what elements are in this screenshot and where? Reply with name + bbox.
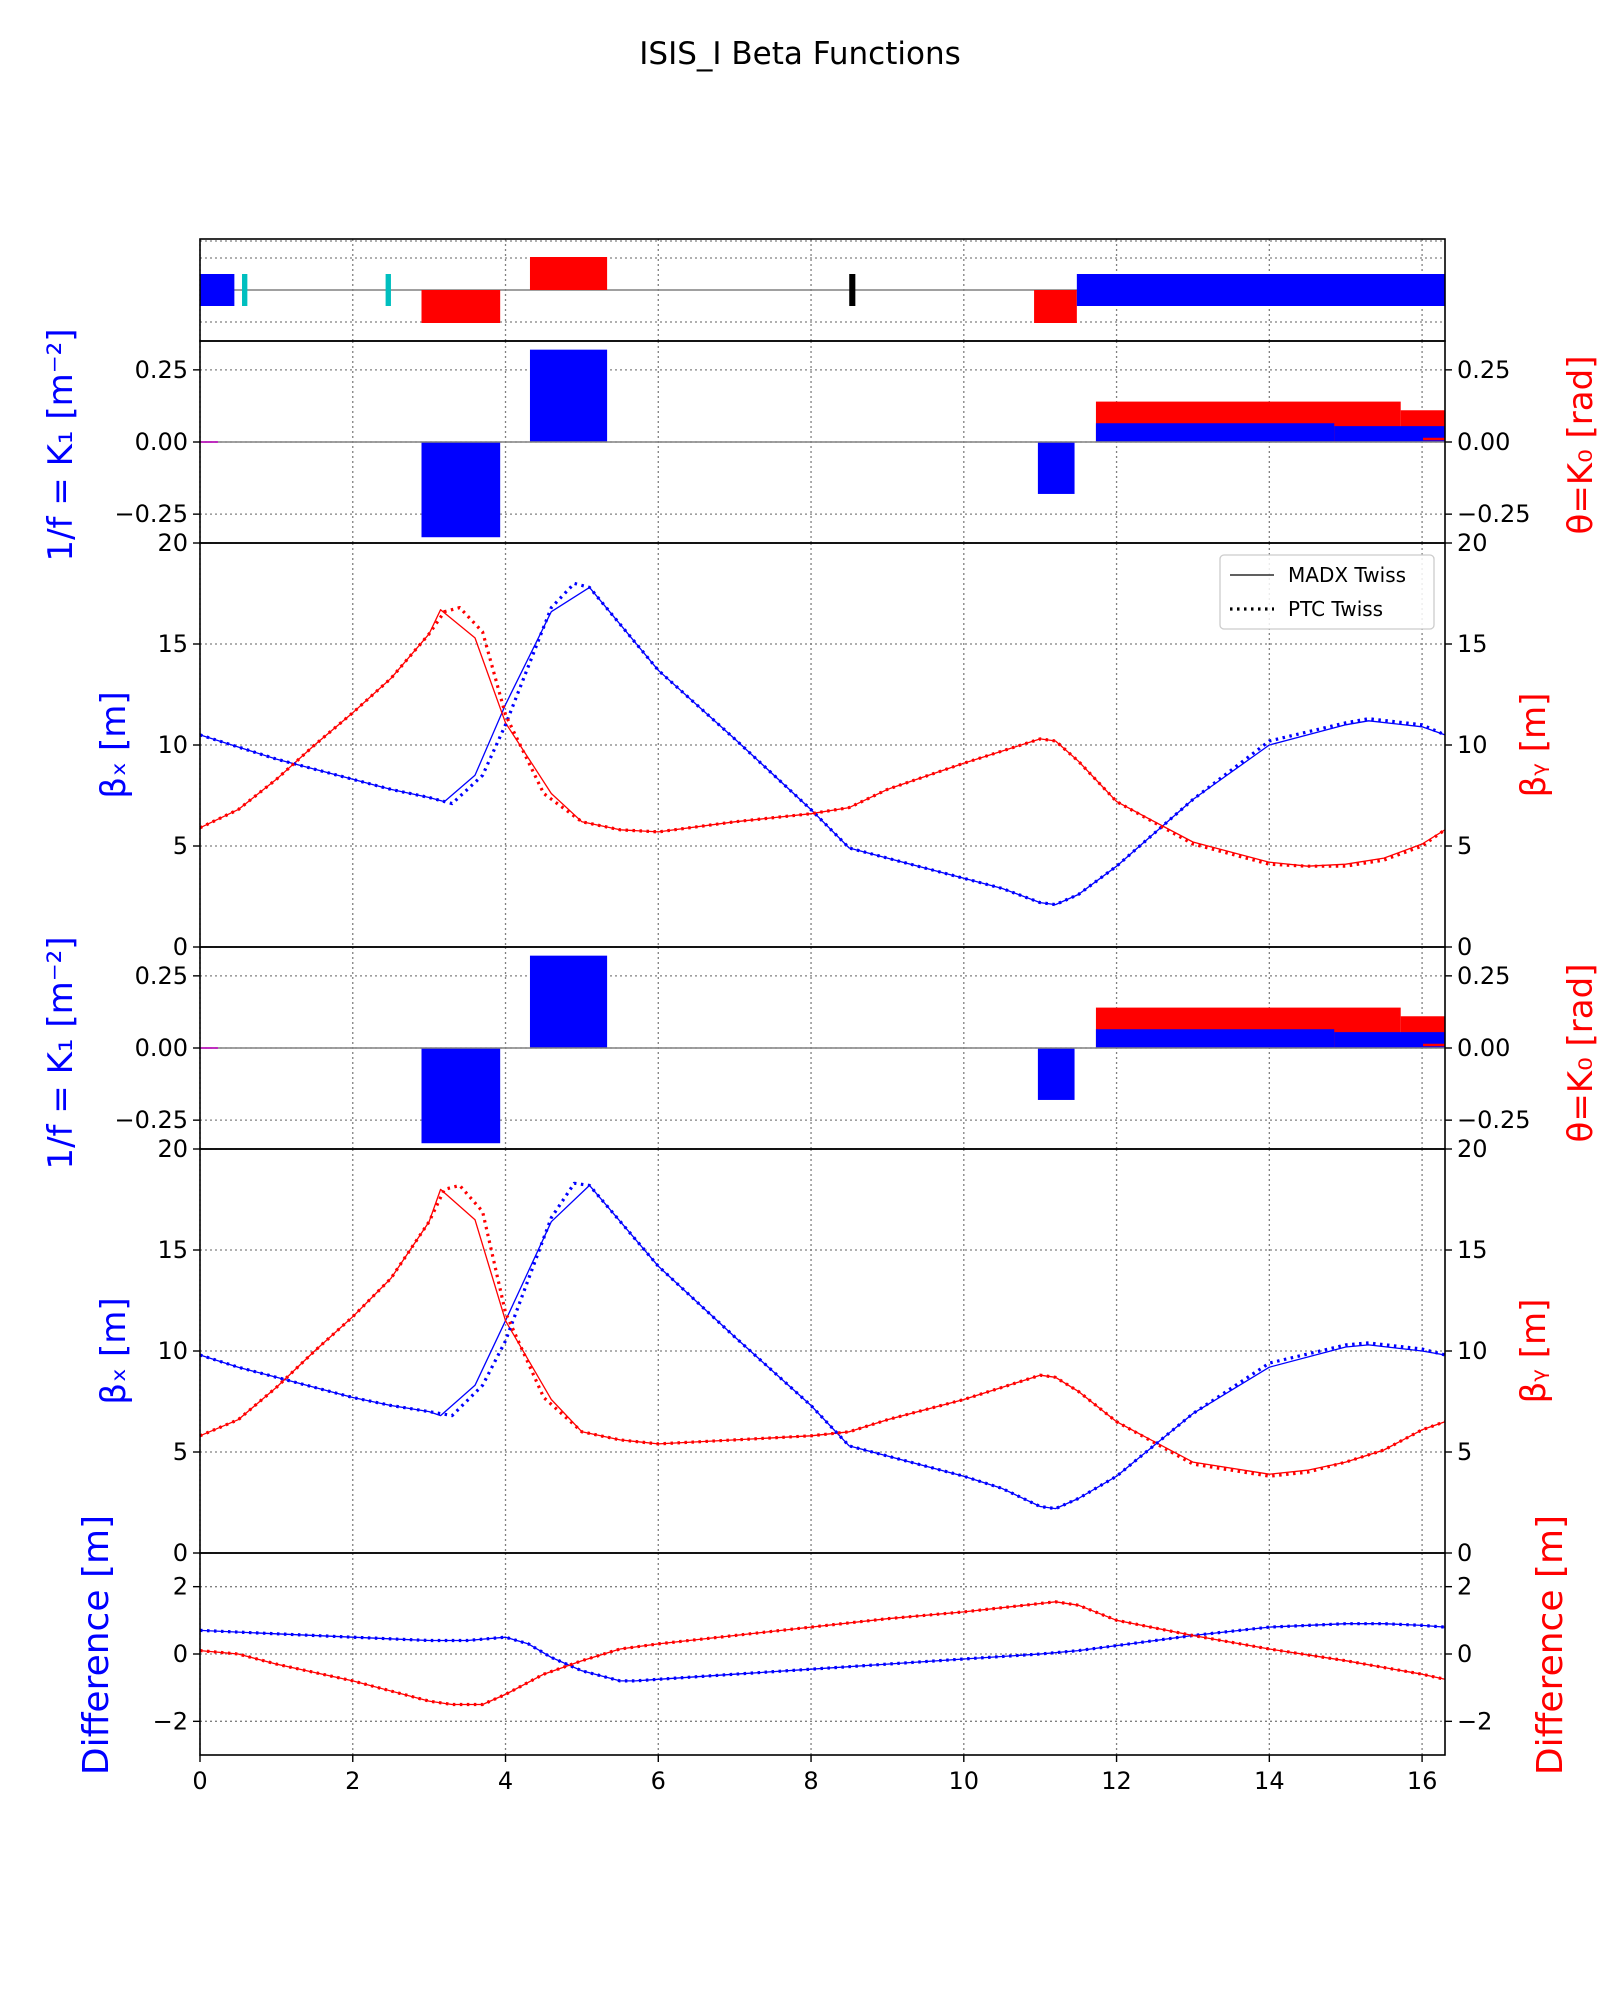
k1-bar (1334, 1032, 1445, 1048)
k1-bar (421, 442, 501, 538)
x-tick-label: 0 (192, 1767, 207, 1795)
y-tick-label-right: 20 (1457, 529, 1488, 557)
k1-axis-label: 1/f = K₁ [m⁻²] (41, 936, 81, 1169)
y-tick-label-left: 5 (173, 1438, 188, 1466)
y-tick-label-right: 0.00 (1457, 1034, 1510, 1062)
y-tick-label-left: 2 (173, 1573, 188, 1601)
y-tick-label-right: 10 (1457, 1337, 1488, 1365)
y-tick-label-left: 10 (157, 1337, 188, 1365)
legend-layer: MADX Twiss PTC Twiss (1219, 554, 1435, 630)
y-tick-label-right: 0 (1457, 933, 1472, 961)
y-tick-label-right: 20 (1457, 1135, 1488, 1163)
k0-axis-label: θ=K₀ [rad] (1561, 964, 1600, 1143)
marker-element (385, 274, 391, 306)
y-tick-label-left: −0.25 (114, 1106, 188, 1134)
k1-bar (1095, 423, 1335, 442)
x-tick-label: 12 (1101, 1767, 1132, 1795)
diff-right-axis-label: Difference [m] (1530, 1515, 1571, 1775)
label-layer: 1/f = K₁ [m⁻²] θ=K₀ [rad] 1/f = K₁ [m⁻²] θ=… (41, 328, 1600, 1775)
k1-axis-label: 1/f = K₁ [m⁻²] (41, 328, 81, 561)
x-tick-label: 14 (1254, 1767, 1285, 1795)
betay-axis-label: βᵧ [m] (1514, 1299, 1554, 1404)
k1-bar (421, 1048, 501, 1144)
y-tick-label-right: 15 (1457, 630, 1488, 658)
betax-ptc-line (199, 581, 1446, 907)
y-tick-label-left: 0 (173, 933, 188, 961)
betax-madx-line (199, 1184, 1446, 1510)
y-tick-label-left: 15 (157, 630, 188, 658)
y-tick-label-left: 0.25 (135, 356, 188, 384)
y-tick-label-right: 0.25 (1457, 962, 1510, 990)
dipole-element (1076, 274, 1445, 306)
y-tick-label-right: 0.00 (1457, 428, 1510, 456)
y-tick-label-right: 0 (1457, 1539, 1472, 1567)
figure-title: ISIS_I Beta Functions (639, 36, 961, 72)
marker-element (242, 274, 248, 306)
y-tick-label-left: 0.00 (135, 1034, 188, 1062)
diff-left-axis-label: Difference [m] (76, 1515, 117, 1775)
x-tick-label: 10 (949, 1767, 980, 1795)
y-tick-label-left: 0 (173, 1539, 188, 1567)
betax-axis-label: βₓ [m] (94, 1297, 134, 1404)
diffy-ptc-line (199, 1600, 1446, 1707)
k0-axis-label: θ=K₀ [rad] (1561, 356, 1600, 535)
x-tick-label: 4 (498, 1767, 513, 1795)
legend-label-madx: MADX Twiss (1288, 563, 1406, 587)
defocusing-quad-element (1034, 290, 1077, 323)
y-tick-label-left: 0.25 (135, 962, 188, 990)
k1-bar (1095, 1029, 1335, 1048)
y-tick-label-left: 10 (157, 731, 188, 759)
legend-label-ptc: PTC Twiss (1288, 597, 1383, 621)
y-tick-label-right: 5 (1457, 1438, 1472, 1466)
y-tick-label-left: 5 (173, 832, 188, 860)
x-tick-label: 6 (651, 1767, 666, 1795)
y-tick-label-right: 0.25 (1457, 356, 1510, 384)
y-tick-label-left: 15 (157, 1236, 188, 1264)
y-tick-label-right: 10 (1457, 731, 1488, 759)
y-tick-label-left: 20 (157, 1135, 188, 1163)
y-tick-label-right: 0 (1457, 1640, 1472, 1668)
k1-bar (1037, 1048, 1075, 1100)
y-tick-label-right: 2 (1457, 1573, 1472, 1601)
y-tick-label-right: 5 (1457, 832, 1472, 860)
y-tick-label-left: 0 (173, 1640, 188, 1668)
diffx-ptc-line (199, 1622, 1446, 1683)
y-tick-label-left: −0.25 (114, 500, 188, 528)
y-tick-label-left: 0.00 (135, 428, 188, 456)
x-tick-label: 2 (345, 1767, 360, 1795)
betay-ptc-line (199, 1183, 1446, 1478)
k1-bar (529, 955, 608, 1048)
betax-ptc-line (199, 1181, 1446, 1511)
betay-madx-line (199, 609, 1446, 867)
marker-element (849, 274, 856, 306)
betay-ptc-line (199, 605, 1446, 868)
focusing-quad-element (529, 257, 608, 290)
y-tick-label-right: −0.25 (1457, 1106, 1531, 1134)
y-tick-label-left: 20 (157, 529, 188, 557)
k1-bar (529, 349, 608, 442)
betay-axis-label: βᵧ [m] (1514, 693, 1554, 798)
x-tick-label: 8 (803, 1767, 818, 1795)
dipole-element (200, 274, 235, 306)
defocusing-quad-element (421, 290, 501, 323)
k1-bar (1037, 442, 1075, 494)
y-tick-label-left: −2 (153, 1707, 188, 1735)
k1-bar (1334, 426, 1445, 442)
y-tick-label-right: −2 (1457, 1707, 1492, 1735)
betax-axis-label: βₓ [m] (94, 691, 134, 798)
y-tick-label-right: 15 (1457, 1236, 1488, 1264)
x-tick-label: 16 (1407, 1767, 1438, 1795)
y-tick-label-right: −0.25 (1457, 500, 1531, 528)
data-layer (199, 257, 1446, 1707)
tick-layer: −0.25 −0.25 0.00 0.00 0.25 0.25 −0.25 −0.25 0.00… (114, 356, 1530, 1795)
